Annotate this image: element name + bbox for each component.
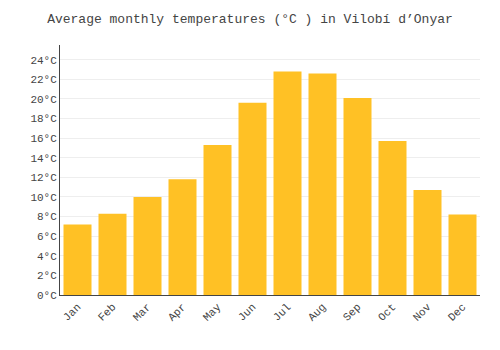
svg-text:14°C: 14°C — [30, 153, 57, 165]
svg-text:Average monthly temperatures (: Average monthly temperatures (°C ) in Vi… — [47, 12, 453, 27]
svg-text:Sep: Sep — [341, 301, 363, 323]
svg-text:4°C: 4°C — [37, 251, 57, 263]
svg-text:20°C: 20°C — [30, 94, 57, 106]
svg-text:8°C: 8°C — [37, 211, 57, 223]
svg-text:Jan: Jan — [61, 301, 83, 323]
svg-text:16°C: 16°C — [30, 133, 57, 145]
svg-text:24°C: 24°C — [30, 55, 57, 67]
svg-text:May: May — [201, 301, 224, 324]
svg-text:Oct: Oct — [376, 301, 398, 323]
svg-text:Dec: Dec — [446, 301, 468, 323]
svg-text:Nov: Nov — [411, 301, 434, 324]
svg-text:10°C: 10°C — [30, 192, 57, 204]
svg-text:Jul: Jul — [271, 301, 293, 323]
svg-text:Mar: Mar — [131, 301, 153, 323]
svg-text:18°C: 18°C — [30, 113, 57, 125]
svg-text:Jun: Jun — [236, 301, 258, 323]
svg-text:0°C: 0°C — [37, 290, 57, 302]
svg-text:2°C: 2°C — [37, 270, 57, 282]
svg-text:Feb: Feb — [96, 301, 118, 323]
svg-text:Aug: Aug — [306, 301, 328, 323]
svg-text:6°C: 6°C — [37, 231, 57, 243]
svg-text:Apr: Apr — [166, 301, 188, 323]
svg-text:12°C: 12°C — [30, 172, 57, 184]
svg-text:22°C: 22°C — [30, 74, 57, 86]
